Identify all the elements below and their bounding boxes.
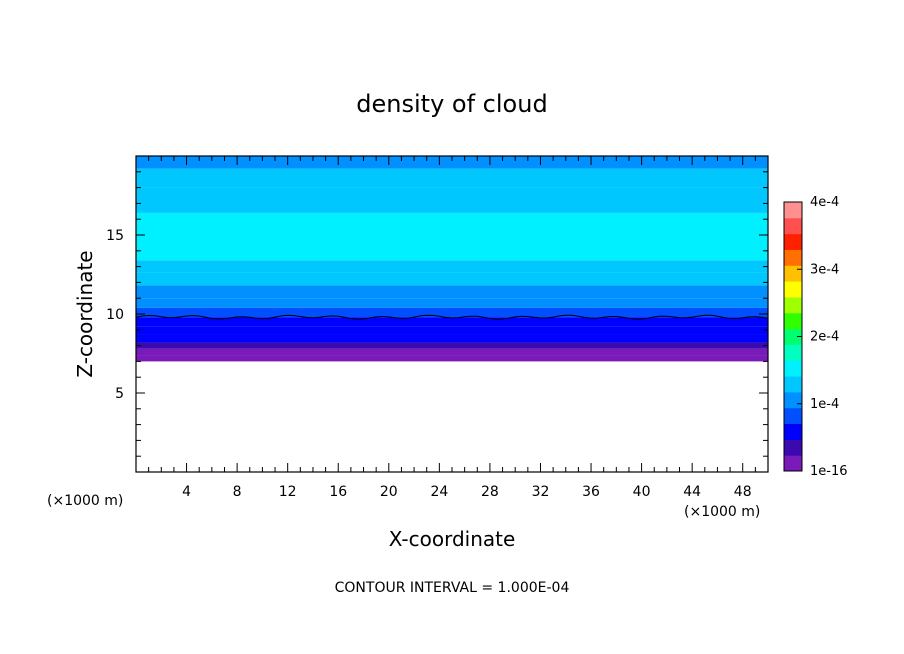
density-layer-12 [136,187,768,213]
y-axis: 5 10 15 [106,171,768,457]
colorbar-tick-label: 3e-4 [810,262,839,277]
colorbar-swatch [784,217,802,235]
colorbar-swatch [784,233,802,250]
density-layer-6 [136,307,768,318]
density-field [136,156,768,362]
density-layer-5 [136,317,768,327]
y-tick-label: 15 [106,228,124,244]
density-layer-9 [136,272,768,286]
colorbar-swatch [784,344,802,361]
colorbar-swatch [784,439,802,456]
y-tick-label: 10 [106,307,124,323]
density-layer-11 [136,212,768,261]
density-layer-7 [136,298,768,308]
colorbar-swatch [784,312,802,330]
x-tick-label: 32 [532,484,550,500]
colorbar-swatch [784,360,802,377]
x-tick-label: 8 [233,484,242,500]
x-axis-label: X-coordinate [389,527,516,551]
x-unit-left: (×1000 m) [47,493,123,509]
colorbar-swatch [784,328,802,345]
x-tick-label: 40 [633,484,651,500]
colorbar-tick-label: 1e-16 [810,464,848,479]
x-tick-label: 20 [380,484,398,500]
density-layer-4 [136,326,768,335]
colorbar-tick-label: 2e-4 [810,330,839,345]
x-tick-label: 12 [279,484,297,500]
density-layer-1 [136,348,768,356]
colorbar-tick-label: 4e-4 [810,195,839,210]
colorbar-swatch [784,455,802,472]
density-layer-13 [136,168,768,188]
contour-interval-note: CONTOUR INTERVAL = 1.000E-04 [335,580,570,596]
x-tick-label: 4 [182,484,191,500]
density-layer-8 [136,285,768,299]
contour-line [135,314,769,320]
x-tick-label: 28 [481,484,499,500]
colorbar-swatch [784,281,802,298]
colorbar-swatch [784,249,802,266]
colorbar-tick-label: 1e-4 [810,397,839,412]
x-tick-label: 36 [582,484,600,500]
colorbar: 1e-16 1e-4 2e-4 3e-4 4e-4 [783,195,848,479]
density-layer-10 [136,260,768,273]
x-tick-label: 24 [430,484,448,500]
colorbar-swatch [784,296,802,314]
colorbar-swatch [784,407,802,425]
chart-title: density of cloud [356,90,547,118]
colorbar-swatch [784,265,802,282]
x-tick-label: 44 [683,484,701,500]
colorbar-swatch [784,376,802,393]
y-tick-label: 5 [115,386,124,402]
x-axis: 4 8 12 16 20 24 28 32 36 40 44 48 [148,156,756,500]
density-layer-3 [136,334,768,343]
x-tick-label: 16 [329,484,347,500]
x-tick-label: 48 [734,484,752,500]
x-unit-right: (×1000 m) [684,504,760,520]
y-axis-label: Z-coordinate [73,250,97,377]
colorbar-swatch [784,391,802,409]
density-layer-14 [136,156,768,169]
density-layer-2 [136,342,768,349]
colorbar-swatch [784,202,802,219]
colorbar-swatch [784,423,802,440]
density-layer-0 [136,355,768,362]
